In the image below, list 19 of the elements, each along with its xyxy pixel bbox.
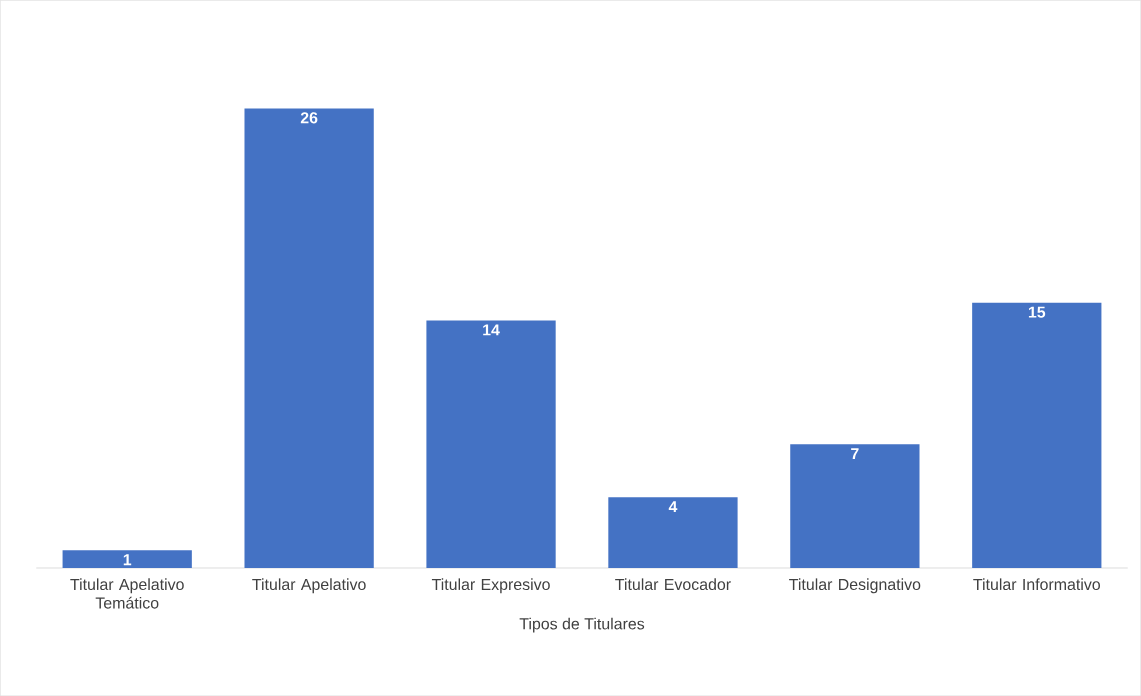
data-label: 4 — [668, 501, 678, 513]
bar — [608, 497, 738, 568]
data-label: 15 — [1028, 306, 1046, 318]
x-axis-title: Tipos de Titulares — [519, 617, 645, 633]
data-label: 14 — [483, 324, 500, 336]
x-tick-label: Titular Designativo — [789, 578, 921, 594]
data-label: 26 — [300, 112, 318, 124]
x-tick-label: Titular Evocador — [615, 578, 731, 590]
bar — [62, 550, 192, 568]
x-tick-label: Titular Informativo — [973, 578, 1100, 590]
bar — [244, 108, 374, 568]
bar — [972, 302, 1102, 568]
x-tick-label: Titular Apelativo — [252, 578, 366, 594]
x-tick-label: Titular Expresivo — [431, 578, 550, 594]
bar — [790, 444, 920, 568]
bar — [426, 320, 556, 568]
data-label: 7 — [851, 448, 859, 459]
data-label: 1 — [123, 554, 132, 566]
x-tick-label: Titular Apelativo Temático — [70, 578, 184, 609]
